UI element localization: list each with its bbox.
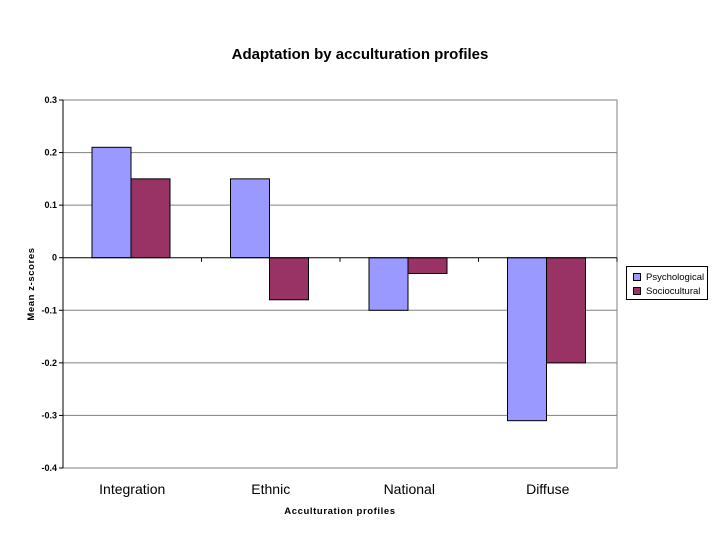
legend: Psychological Sociocultural bbox=[626, 266, 708, 300]
y-tick-label: 0.1 bbox=[44, 200, 57, 210]
x-category-label: Ethnic bbox=[251, 481, 290, 497]
y-tick-label: -0.4 bbox=[41, 463, 57, 473]
bar-sociocultural-integration bbox=[130, 178, 171, 259]
bar-psychological-integration bbox=[91, 146, 132, 259]
legend-label-psychological: Psychological bbox=[646, 271, 705, 283]
x-axis-title: Acculturation profiles bbox=[284, 506, 395, 517]
x-category-label: Integration bbox=[99, 481, 165, 497]
x-category-label: National bbox=[384, 481, 435, 497]
x-category-label: Diffuse bbox=[526, 481, 570, 497]
bar-sociocultural-ethnic bbox=[269, 257, 309, 301]
y-tick-label: 0 bbox=[52, 253, 57, 263]
legend-item-sociocultural: Sociocultural bbox=[633, 284, 707, 298]
bar-psychological-national bbox=[368, 257, 409, 311]
chart-title: Adaptation by acculturation profiles bbox=[231, 46, 489, 63]
y-axis-title: Mean z-scores bbox=[26, 247, 37, 320]
bar-sociocultural-diffuse bbox=[546, 257, 586, 364]
legend-swatch-sociocultural bbox=[633, 287, 641, 295]
y-tick-label: -0.1 bbox=[41, 305, 57, 315]
legend-swatch-psychological bbox=[633, 273, 641, 281]
legend-label-sociocultural: Sociocultural bbox=[646, 285, 701, 297]
y-tick-label: -0.2 bbox=[41, 358, 57, 368]
bar-psychological-diffuse bbox=[507, 257, 547, 422]
axes: 0.3 0.2 0.1 0 -0.1 -0.2 -0.3 -0.4 Integration Eth… bbox=[41, 95, 618, 497]
y-tick-label: -0.3 bbox=[41, 410, 57, 420]
y-tick-label: 0.3 bbox=[44, 95, 57, 105]
bar-psychological-ethnic bbox=[230, 178, 270, 259]
bars bbox=[91, 146, 586, 422]
legend-item-psychological: Psychological bbox=[633, 270, 707, 284]
y-tick-label: 0.2 bbox=[44, 148, 57, 158]
bar-sociocultural-national bbox=[407, 257, 448, 274]
